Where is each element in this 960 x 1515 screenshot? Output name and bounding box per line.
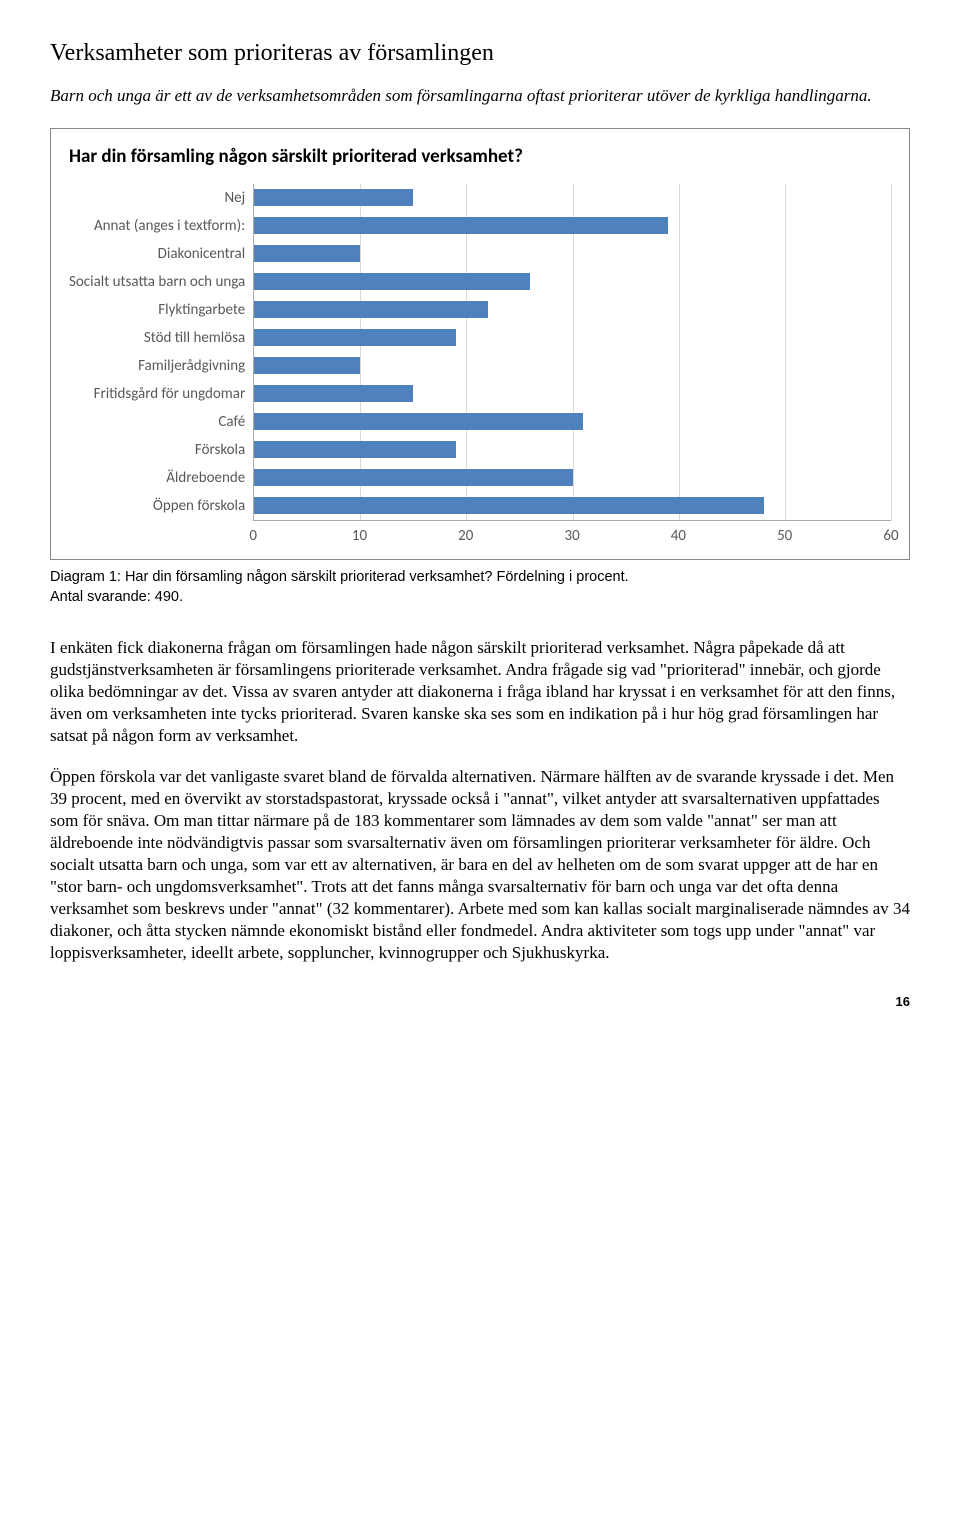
body-paragraph-1: I enkäten fick diakonerna frågan om förs… bbox=[50, 637, 910, 747]
chart-title: Har din församling någon särskilt priori… bbox=[69, 145, 891, 168]
bar-row bbox=[254, 408, 891, 436]
y-axis-label: Flyktingarbete bbox=[69, 296, 245, 324]
y-axis-label: Diakonicentral bbox=[69, 240, 245, 268]
x-axis-tick: 0 bbox=[249, 527, 257, 545]
section-heading: Verksamheter som prioriteras av församli… bbox=[50, 40, 910, 67]
chart-bars bbox=[254, 184, 891, 520]
chart-caption: Diagram 1: Har din församling någon särs… bbox=[50, 568, 910, 607]
chart-x-axis: 0102030405060 bbox=[253, 521, 891, 549]
bar bbox=[254, 497, 763, 514]
chart-plot bbox=[253, 184, 891, 521]
y-axis-label: Café bbox=[69, 408, 245, 436]
bar-row bbox=[254, 212, 891, 240]
y-axis-label: Annat (anges i textform): bbox=[69, 212, 245, 240]
bar bbox=[254, 357, 360, 374]
bar bbox=[254, 469, 572, 486]
bar-row bbox=[254, 184, 891, 212]
x-axis-tick: 10 bbox=[352, 527, 367, 545]
bar-row bbox=[254, 268, 891, 296]
bar-row bbox=[254, 240, 891, 268]
body-paragraph-2: Öppen förskola var det vanligaste svaret… bbox=[50, 766, 910, 965]
bar bbox=[254, 217, 668, 234]
y-axis-label: Äldreboende bbox=[69, 464, 245, 492]
x-axis-tick: 60 bbox=[883, 527, 898, 545]
bar-row bbox=[254, 464, 891, 492]
y-axis-label: Öppen förskola bbox=[69, 492, 245, 520]
bar bbox=[254, 301, 487, 318]
caption-line-2: Antal svarande: 490. bbox=[50, 589, 183, 605]
bar-row bbox=[254, 380, 891, 408]
bar-row bbox=[254, 492, 891, 520]
bar-row bbox=[254, 296, 891, 324]
y-axis-label: Familjerådgivning bbox=[69, 352, 245, 380]
bar bbox=[254, 413, 583, 430]
bar bbox=[254, 441, 456, 458]
x-axis-tick: 20 bbox=[458, 527, 473, 545]
y-axis-label: Nej bbox=[69, 184, 245, 212]
bar bbox=[254, 189, 413, 206]
chart-area: NejAnnat (anges i textform):Diakonicentr… bbox=[69, 184, 891, 549]
intro-paragraph: Barn och unga är ett av de verksamhetsom… bbox=[50, 85, 910, 108]
bar bbox=[254, 385, 413, 402]
y-axis-label: Socialt utsatta barn och unga bbox=[69, 268, 245, 296]
y-axis-label: Förskola bbox=[69, 436, 245, 464]
gridline bbox=[891, 184, 892, 520]
page-number: 16 bbox=[50, 994, 910, 1009]
bar-row bbox=[254, 352, 891, 380]
y-axis-label: Fritidsgård för ungdomar bbox=[69, 380, 245, 408]
chart-y-labels: NejAnnat (anges i textform):Diakonicentr… bbox=[69, 184, 253, 549]
bar bbox=[254, 245, 360, 262]
bar bbox=[254, 329, 456, 346]
chart-container: Har din församling någon särskilt priori… bbox=[50, 128, 910, 560]
x-axis-tick: 50 bbox=[777, 527, 792, 545]
bar bbox=[254, 273, 530, 290]
x-axis-tick: 40 bbox=[671, 527, 686, 545]
bar-row bbox=[254, 324, 891, 352]
y-axis-label: Stöd till hemlösa bbox=[69, 324, 245, 352]
caption-line-1: Diagram 1: Har din församling någon särs… bbox=[50, 569, 629, 585]
x-axis-tick: 30 bbox=[564, 527, 579, 545]
bar-row bbox=[254, 436, 891, 464]
